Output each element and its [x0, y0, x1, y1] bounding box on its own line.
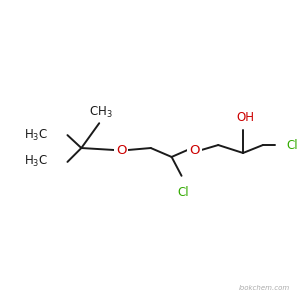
Text: CH$_3$: CH$_3$ [89, 105, 113, 120]
Text: H$_3$C: H$_3$C [23, 128, 48, 143]
Text: Cl: Cl [287, 139, 298, 152]
Text: H$_3$C: H$_3$C [23, 154, 48, 169]
Text: lookchem.com: lookchem.com [238, 285, 290, 291]
Text: Cl: Cl [178, 186, 189, 199]
Text: O: O [189, 143, 200, 157]
Text: OH: OH [236, 111, 254, 124]
Text: O: O [116, 143, 126, 157]
